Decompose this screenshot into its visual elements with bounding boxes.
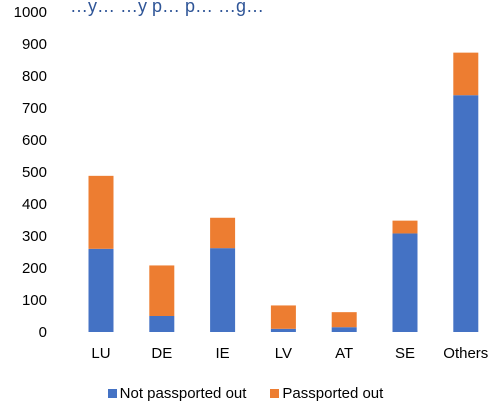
x-tick-label: AT (335, 345, 353, 362)
bar-not-passported (270, 328, 296, 332)
legend-swatch-passported (270, 388, 280, 398)
chart-title: …y… …y p… p… …g… (70, 0, 264, 16)
stacked-bar-chart: …y… …y p… p… …g… 0 100 200 300 400 500 600 700 8… (14, 0, 489, 362)
legend-label-not-passported: Not passported out (119, 384, 247, 402)
bar-passported (392, 220, 418, 234)
bar-passported (270, 305, 296, 329)
bar-passported (149, 265, 175, 316)
legend-item-passported: Passported out (270, 385, 383, 402)
y-tick-label: 800 (22, 68, 47, 85)
bar-not-passported (149, 316, 175, 332)
bar-not-passported (392, 233, 418, 332)
x-tick-label: LV (275, 345, 292, 362)
x-tick-label: DE (151, 345, 172, 362)
y-axis: 0 100 200 300 400 500 600 700 800 900 1000 (14, 4, 47, 341)
x-tick-label: Others (443, 345, 488, 362)
y-tick-label: 0 (39, 324, 47, 341)
x-tick-label: SE (395, 345, 415, 362)
legend-swatch-not-passported (107, 388, 117, 398)
bar-passported (453, 52, 479, 96)
bars (88, 52, 479, 332)
bar-not-passported (88, 248, 114, 332)
bar-passported (210, 217, 236, 249)
legend: Not passported out Passported out (0, 383, 491, 403)
x-axis: LU DE IE LV AT SE Others (91, 345, 488, 362)
bar-passported (331, 312, 357, 328)
bar-passported (88, 175, 114, 249)
x-tick-label: LU (91, 345, 110, 362)
bar-not-passported (453, 95, 479, 332)
y-tick-label: 1000 (14, 4, 47, 21)
bar-not-passported (331, 327, 357, 332)
y-tick-label: 500 (22, 164, 47, 181)
y-tick-label: 300 (22, 228, 47, 245)
x-tick-label: IE (216, 345, 230, 362)
y-tick-label: 900 (22, 36, 47, 53)
legend-label-passported: Passported out (282, 384, 384, 402)
y-tick-label: 600 (22, 132, 47, 149)
y-tick-label: 200 (22, 260, 47, 277)
y-tick-label: 700 (22, 100, 47, 117)
y-tick-label: 400 (22, 196, 47, 213)
legend-item-not-passported: Not passported out (107, 384, 247, 402)
bar-not-passported (210, 248, 236, 332)
y-tick-label: 100 (22, 292, 47, 309)
